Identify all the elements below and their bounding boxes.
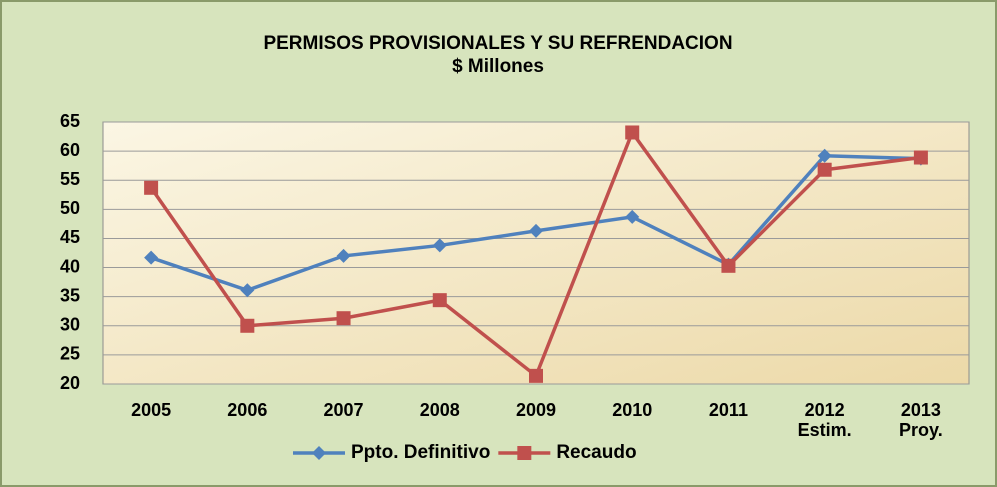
marker	[144, 180, 159, 195]
x-tick-label: 2013 Proy.	[899, 400, 943, 440]
chart-title: PERMISOS PROVISIONALES Y SU REFRENDACION	[263, 33, 732, 54]
chart-subtitle: $ Millones	[452, 56, 544, 77]
x-tick-label: 2005	[131, 400, 172, 420]
marker	[913, 150, 928, 165]
marker	[721, 258, 736, 273]
marker	[432, 293, 447, 308]
x-tick-label-box: 2011	[708, 400, 748, 420]
x-tick-label: 2006	[227, 400, 268, 420]
x-tick-label-box: 2012 Estim.	[797, 400, 852, 440]
y-tick-label: 60	[60, 140, 80, 160]
marker	[529, 368, 543, 383]
marker	[312, 446, 326, 460]
x-tick-label-box: 2006	[227, 400, 268, 420]
y-tick-label: 35	[60, 285, 80, 305]
marker	[336, 311, 351, 326]
marker	[432, 238, 447, 253]
x-tick-label-box: 2009	[515, 400, 557, 420]
x-tick-label: 2007	[323, 400, 364, 420]
x-tick-label-box: 2010	[612, 400, 653, 420]
x-tick-label: 2009	[515, 400, 557, 420]
y-tick-label: 25	[60, 344, 80, 364]
x-tick-label-box: 2008	[419, 400, 460, 420]
x-tick-label: 2010	[612, 400, 653, 420]
marker	[517, 446, 532, 460]
x-tick-label-box: 2005	[131, 400, 172, 420]
marker	[625, 125, 640, 140]
legend-label: Recaudo	[556, 442, 636, 463]
x-tick-label: 2008	[419, 400, 460, 420]
y-tick-label: 30	[60, 315, 80, 335]
y-tick-label: 65	[60, 111, 80, 131]
marker	[625, 209, 640, 224]
x-tick-label-box: 2007	[323, 400, 364, 420]
y-tick-label: 45	[60, 227, 80, 247]
marker	[144, 250, 159, 265]
y-tick-label: 50	[60, 198, 80, 218]
marker	[817, 148, 832, 163]
y-tick-label: 20	[60, 373, 80, 393]
x-tick-label-box: 2013 Proy.	[899, 400, 943, 440]
marker	[336, 248, 351, 263]
marker	[817, 162, 832, 177]
marker	[529, 223, 543, 238]
plot-area	[102, 121, 970, 385]
x-tick-label: 2012 Estim.	[797, 400, 852, 440]
y-tick-label: 55	[60, 169, 80, 189]
y-tick-label: 40	[60, 256, 80, 276]
legend-label: Ppto. Definitivo	[351, 442, 490, 463]
x-tick-label: 2011	[708, 400, 748, 420]
marker	[240, 283, 255, 298]
marker	[240, 318, 255, 333]
